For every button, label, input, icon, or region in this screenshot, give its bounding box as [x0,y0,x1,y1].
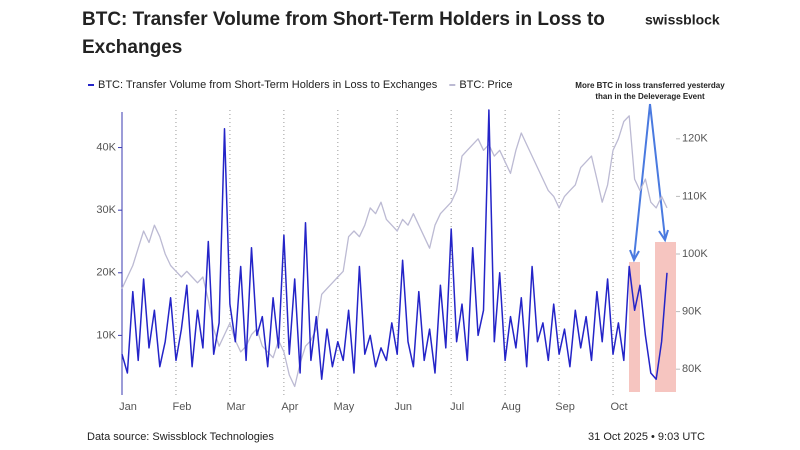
y-tick-label: 30K [96,204,116,216]
x-tick-label: Mar [226,401,245,413]
x-tick-label: Jun [394,401,412,413]
chart-title: BTC: Transfer Volume from Short-Term Hol… [82,9,605,58]
x-tick-label: Aug [501,401,521,413]
x-tick-label: Apr [281,401,298,413]
highlight [629,262,640,392]
annotation: than in the Deleverage Event [595,92,705,101]
x-tick-label: Sep [555,401,575,413]
annotation-arrow [629,103,669,263]
annotation: More BTC in loss transferred yesterday [575,81,725,90]
x-tick-label: May [333,401,354,413]
y2-tick-label: 100K [682,248,708,260]
y-tick-label: 40K [96,141,116,153]
y2-tick-label: 90K [682,306,702,318]
timestamp: 31 Oct 2025 • 9:03 UTC [588,431,705,443]
x-tick-label: Oct [610,401,627,413]
y-tick-label: 20K [96,267,116,279]
x-tick-label: Jul [450,401,464,413]
legend-label: BTC: Price [459,79,512,91]
y2-tick-label: 120K [682,133,708,145]
brand: swissblock [645,12,720,28]
x-tick-label: Feb [172,401,191,413]
y2-tick-label: 110K [682,190,708,202]
x-tick-label: Jan [119,401,137,413]
source: Data source: Swissblock Technologies [87,431,274,443]
y2-tick-label: 80K [682,363,702,375]
series-line [121,109,668,380]
y-tick-label: 10K [96,329,116,341]
legend-label: BTC: Transfer Volume from Short-Term Hol… [98,79,438,91]
